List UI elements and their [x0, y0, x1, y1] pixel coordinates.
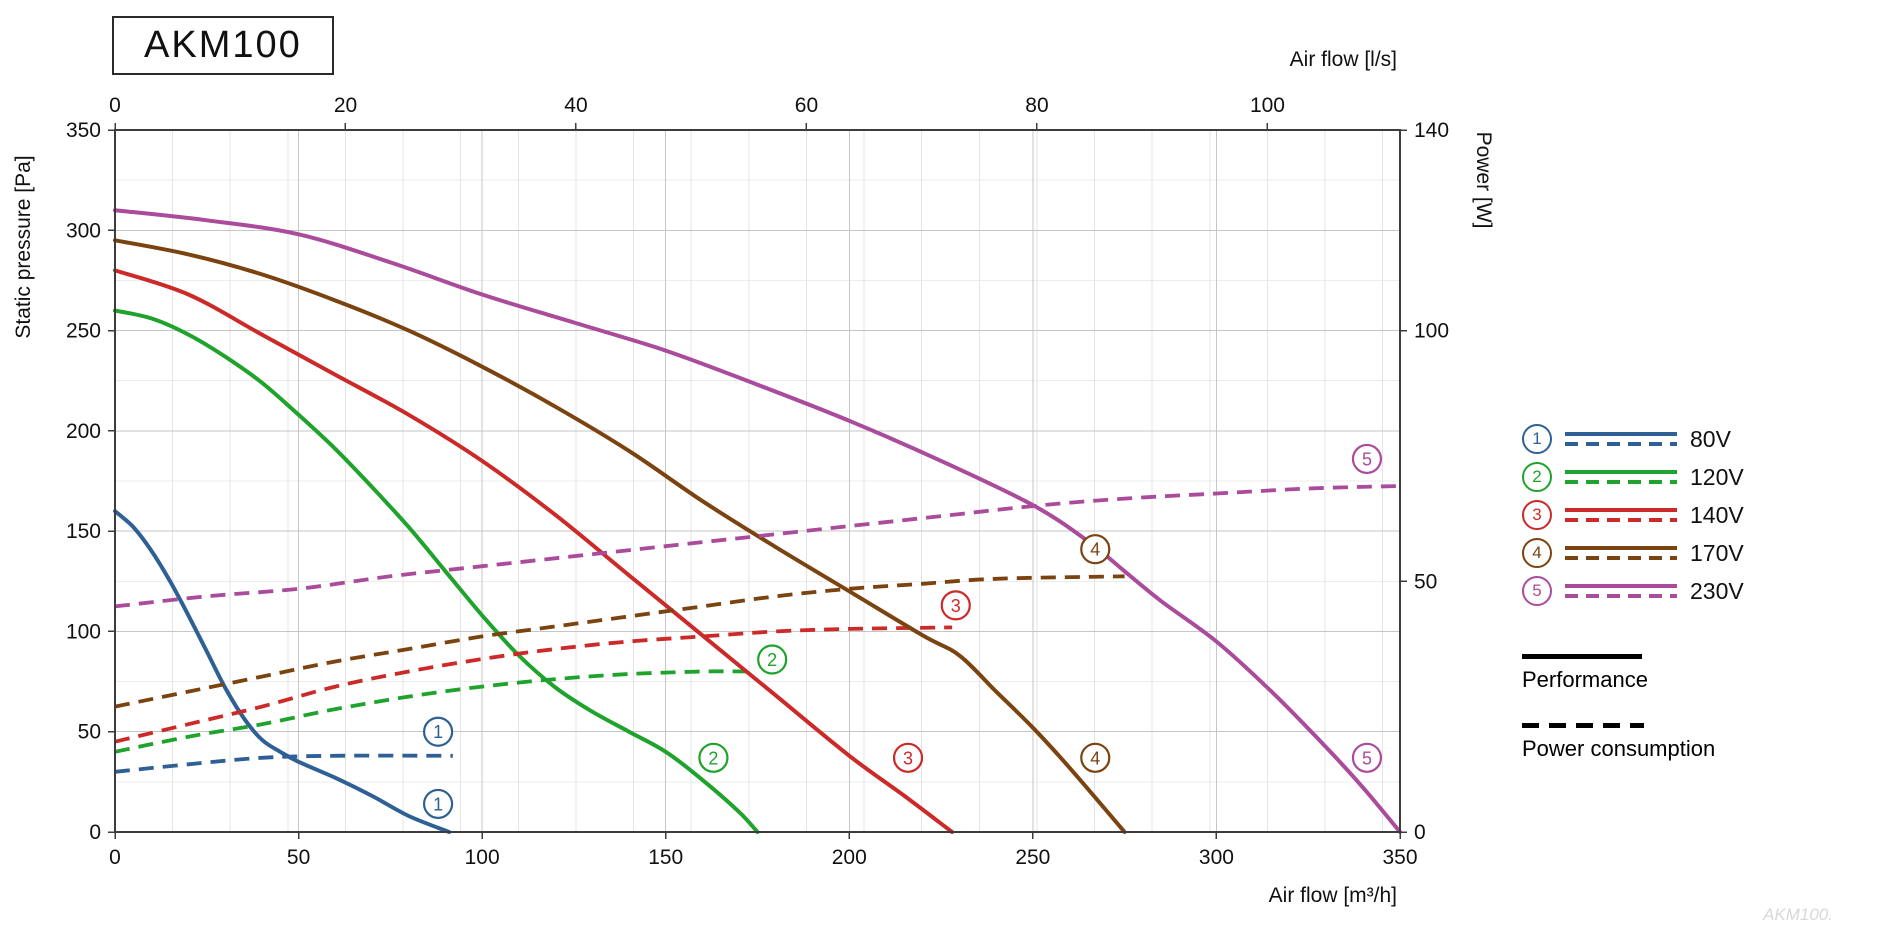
svg-text:150: 150: [648, 846, 683, 869]
svg-text:350: 350: [66, 119, 101, 142]
svg-text:40: 40: [564, 94, 587, 117]
chart-legend: 1 80V 2 120V 3 140V 4 170V 5 230V Performance Pow…: [1522, 420, 1822, 762]
svg-text:80: 80: [1025, 94, 1048, 117]
legend-series-number: 4: [1522, 538, 1552, 568]
svg-text:0: 0: [1414, 821, 1426, 844]
svg-text:4: 4: [1090, 540, 1100, 560]
svg-text:50: 50: [78, 721, 101, 744]
svg-text:1: 1: [433, 794, 443, 814]
legend-series-number: 2: [1522, 462, 1552, 492]
legend-line-samples: [1565, 508, 1677, 522]
svg-text:350: 350: [1382, 846, 1417, 869]
svg-text:300: 300: [1199, 846, 1234, 869]
legend-row-120v: 2 120V: [1522, 458, 1822, 496]
axes: [108, 123, 1407, 839]
legend-line-samples: [1565, 432, 1677, 446]
curve-number-annotation-1: 1: [422, 788, 454, 820]
svg-text:140: 140: [1414, 119, 1449, 142]
svg-text:5: 5: [1362, 748, 1372, 768]
curve-power-80V: [114, 753, 453, 774]
svg-text:2: 2: [767, 650, 777, 670]
legend-line-samples: [1565, 470, 1677, 484]
curve-power-230V: [114, 484, 1401, 609]
legend-row-80v: 1 80V: [1522, 420, 1822, 458]
svg-text:0: 0: [89, 821, 101, 844]
curve-power-120V: [114, 669, 747, 754]
model-title-box: AKM100: [112, 16, 334, 75]
curve-performance-80V: [113, 509, 452, 834]
legend-series-number: 5: [1522, 576, 1552, 606]
svg-text:100: 100: [66, 620, 101, 643]
curve-performance-140V: [113, 268, 955, 834]
svg-text:4: 4: [1090, 748, 1100, 768]
svg-text:3: 3: [903, 748, 913, 768]
svg-text:200: 200: [832, 846, 867, 869]
curve-number-annotation-3: 3: [892, 742, 924, 773]
legend-power-consumption: Power consumption: [1522, 723, 1822, 762]
curve-power-140V: [114, 625, 953, 744]
legend-performance: Performance: [1522, 654, 1822, 693]
power-consumption-label: Power consumption: [1522, 736, 1716, 761]
curve-number-annotation-5: 5: [1351, 443, 1383, 475]
legend-row-230v: 5 230V: [1522, 572, 1822, 610]
curve-performance-170V: [113, 238, 1127, 834]
curve-number-annotation-2: 2: [698, 742, 729, 773]
svg-text:100: 100: [1414, 320, 1449, 343]
bottom-axis-title: Air flow [m³/h]: [1269, 884, 1397, 907]
curve-number-annotation-4: 4: [1080, 742, 1111, 773]
legend-line-samples: [1565, 546, 1677, 560]
curve-number-annotation-5: 5: [1351, 742, 1383, 773]
right-axis-title: Power [W]: [1472, 132, 1495, 229]
model-title: AKM100: [144, 24, 302, 66]
performance-line-sample: [1522, 654, 1642, 659]
curve-number-annotation-3: 3: [940, 590, 971, 621]
svg-text:60: 60: [795, 94, 818, 117]
svg-text:1: 1: [433, 722, 443, 742]
curve-number-annotation-1: 1: [422, 716, 454, 747]
legend-voltage-label: 120V: [1690, 463, 1744, 490]
svg-text:20: 20: [334, 94, 357, 117]
svg-text:50: 50: [287, 846, 310, 869]
legend-series-number: 1: [1522, 424, 1552, 454]
svg-text:200: 200: [66, 420, 101, 443]
svg-text:50: 50: [1414, 570, 1437, 593]
top-axis-title: Air flow [l/s]: [1290, 48, 1397, 71]
power-consumption-line-sample: [1522, 723, 1644, 728]
legend-series-number: 3: [1522, 500, 1552, 530]
curve-performance-230V: [113, 208, 1402, 834]
legend-line-samples: [1565, 584, 1677, 598]
legend-voltage-label: 140V: [1690, 501, 1744, 528]
curve-number-annotation-4: 4: [1080, 534, 1111, 565]
curve-power-170V: [114, 574, 1125, 709]
svg-text:0: 0: [109, 94, 121, 117]
svg-text:2: 2: [708, 748, 718, 768]
legend-row-140v: 3 140V: [1522, 496, 1822, 534]
watermark: AKM100.: [1763, 905, 1833, 924]
svg-text:100: 100: [465, 846, 500, 869]
svg-text:300: 300: [66, 219, 101, 242]
svg-text:150: 150: [66, 520, 101, 543]
svg-text:5: 5: [1362, 449, 1372, 469]
svg-text:0: 0: [109, 846, 121, 869]
legend-voltage-label: 230V: [1690, 577, 1744, 604]
svg-text:100: 100: [1250, 94, 1285, 117]
performance-label: Performance: [1522, 667, 1648, 692]
legend-voltage-label: 170V: [1690, 539, 1744, 566]
svg-text:250: 250: [66, 320, 101, 343]
legend-voltage-rows: 1 80V 2 120V 3 140V 4 170V 5 230V: [1522, 420, 1822, 610]
legend-voltage-label: 80V: [1690, 425, 1731, 452]
svg-text:3: 3: [951, 596, 961, 616]
left-axis-title: Static pressure [Pa]: [12, 155, 35, 338]
curve-performance-120V: [113, 308, 760, 834]
svg-text:250: 250: [1015, 846, 1050, 869]
legend-row-170v: 4 170V: [1522, 534, 1822, 572]
curve-number-annotation-2: 2: [757, 644, 788, 675]
